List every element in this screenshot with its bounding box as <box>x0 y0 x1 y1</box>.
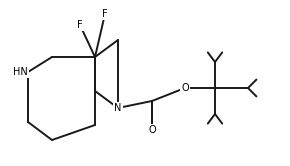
Text: F: F <box>77 20 83 30</box>
Text: O: O <box>181 83 189 93</box>
Text: HN: HN <box>13 67 28 77</box>
Text: O: O <box>148 125 156 135</box>
Text: F: F <box>102 9 108 19</box>
Text: N: N <box>114 103 122 113</box>
